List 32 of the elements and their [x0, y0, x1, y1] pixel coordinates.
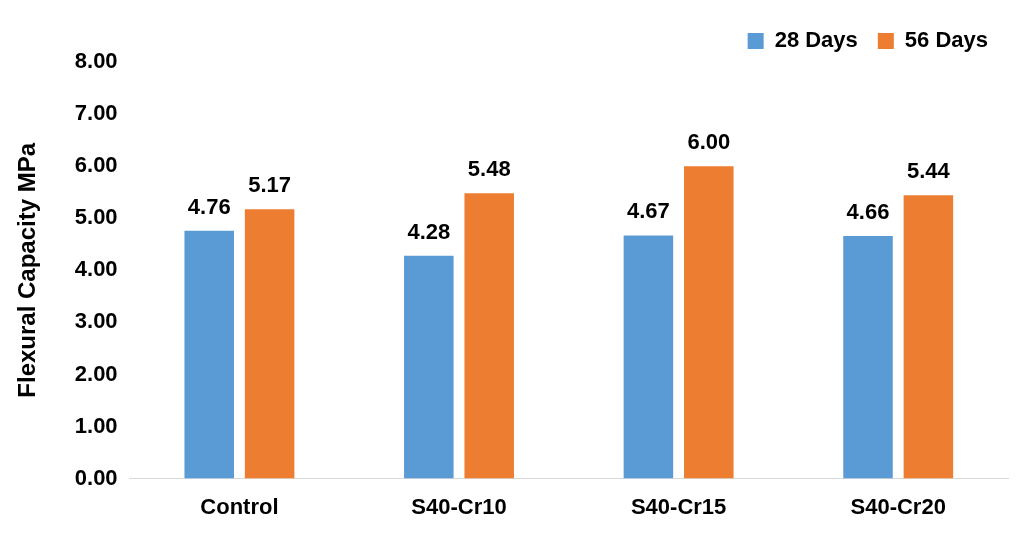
- x-tick-label: Control: [200, 493, 279, 519]
- y-tick-label: 0.00: [74, 464, 118, 490]
- y-tick-label: 5.00: [74, 204, 118, 230]
- y-tick-label: 7.00: [74, 100, 118, 126]
- y-tick-label: 1.00: [74, 412, 118, 438]
- data-label: 5.48: [467, 156, 511, 182]
- bar: [464, 193, 514, 479]
- y-tick-label: 2.00: [74, 360, 118, 386]
- x-tick-label: S40-Cr15: [630, 493, 727, 519]
- bar: [184, 230, 234, 479]
- data-label: 4.67: [627, 198, 670, 224]
- data-label: 6.00: [687, 129, 731, 155]
- legend-label: 56 Days: [904, 27, 989, 53]
- y-tick-label: 3.00: [74, 308, 118, 334]
- legend-label: 28 Days: [774, 27, 858, 53]
- data-label: 4.76: [187, 193, 231, 219]
- y-axis-title: Flexural Capacity MPa: [13, 142, 41, 398]
- bar: [244, 209, 295, 479]
- bar: [684, 166, 734, 479]
- y-tick-label: 4.00: [74, 256, 118, 282]
- y-tick-label: 8.00: [74, 48, 118, 74]
- data-label: 4.28: [407, 218, 451, 244]
- y-tick-label: 6.00: [74, 152, 118, 178]
- bar: [843, 235, 893, 479]
- x-tick-label: S40-Cr20: [850, 493, 946, 519]
- bar: [903, 195, 954, 479]
- bar: [404, 255, 454, 479]
- data-label: 5.44: [906, 158, 951, 184]
- bar: [623, 235, 674, 479]
- data-label: 4.66: [846, 198, 890, 224]
- data-label: 5.17: [248, 172, 292, 198]
- x-tick-label: S40-Cr10: [411, 493, 507, 519]
